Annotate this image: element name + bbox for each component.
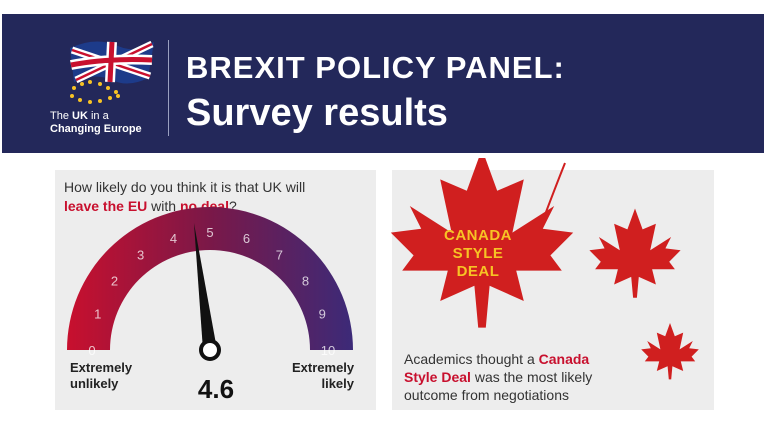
gauge-tick-label: 9 [319, 307, 326, 322]
gauge-needle [193, 223, 217, 351]
small-maple-leaf-icon [641, 323, 699, 380]
logo-text: The UK in a Changing Europe [50, 110, 142, 135]
likelihood-gauge: 0 1 2 3 4 5 6 7 8 9 10 [67, 207, 353, 361]
gauge-tick-label: 5 [206, 225, 213, 240]
low-end-label: Extremely unlikely [70, 360, 133, 391]
page-title: BREXIT POLICY PANEL: [186, 50, 565, 85]
gauge-tick-label: 3 [137, 248, 144, 263]
gauge-tick-label: 2 [111, 274, 118, 289]
gauge-scale: 0 1 2 3 4 5 6 7 8 9 10 [88, 225, 335, 358]
gauge-arc [67, 207, 353, 350]
gauge-tick-label: 0 [88, 343, 95, 358]
outcome-text: Academics thought a Canada Style Deal wa… [404, 351, 593, 403]
gauge-tick-label: 4 [170, 231, 177, 246]
header-divider [168, 40, 169, 136]
gauge-hub [199, 339, 221, 361]
high-end-label: Extremely likely [292, 360, 355, 391]
canada-deal-label: CANADA STYLE DEAL [444, 227, 512, 280]
page-subtitle: Survey results [186, 92, 448, 134]
gauge-tick-label: 6 [243, 231, 250, 246]
gauge-tick-label: 1 [94, 307, 101, 322]
uk-changing-europe-logo: The UK in a Changing Europe [48, 36, 168, 140]
gauge-tick-label: 8 [302, 274, 309, 289]
gauge-tick-label: 7 [276, 248, 283, 263]
eu-stars-icon [70, 80, 120, 104]
medium-maple-leaf-icon [589, 208, 681, 298]
gauge-tick-label: 10 [321, 343, 335, 358]
union-jack-flag-icon [70, 40, 154, 104]
score-value: 4.6 [197, 374, 235, 404]
maple-leaves [390, 158, 699, 380]
